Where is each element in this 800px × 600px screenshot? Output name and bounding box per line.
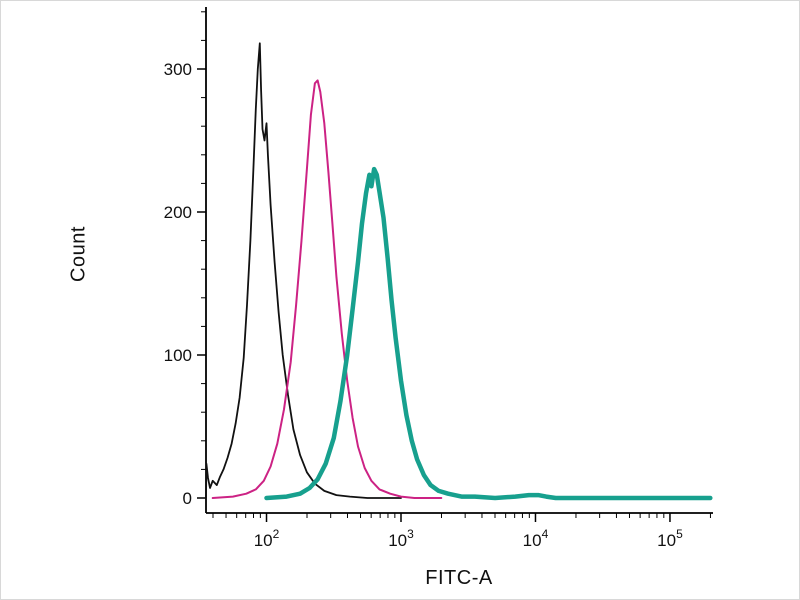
y-tick-label: 100 — [164, 346, 192, 365]
y-axis-ticks: 0 100 200 300 — [164, 11, 206, 508]
x-tick-label: 102 — [254, 527, 280, 550]
histogram-series — [205, 42, 713, 501]
x-axis-title: FITC-A — [425, 567, 493, 589]
series-teal-curve — [264, 166, 713, 501]
x-axis-ticks: 102 103 104 105 — [212, 513, 711, 550]
y-tick-label: 200 — [164, 203, 192, 222]
x-tick-label: 103 — [388, 527, 414, 550]
y-tick-label: 0 — [183, 489, 192, 508]
y-axis-title: Count — [67, 226, 90, 282]
y-tick-label: 300 — [164, 60, 192, 79]
axes — [205, 7, 713, 514]
series-magenta-curve — [211, 79, 443, 499]
x-tick-label: 104 — [523, 527, 549, 550]
series-black-curve — [205, 42, 402, 499]
x-tick-label: 105 — [657, 527, 683, 550]
